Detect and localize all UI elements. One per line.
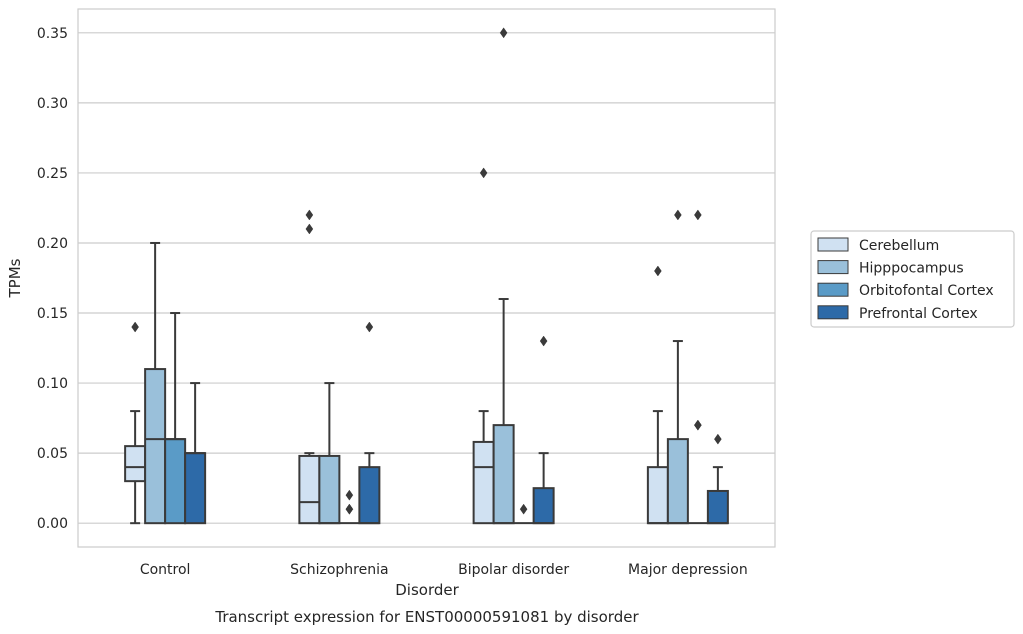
y-tick-label: 0.00	[37, 516, 68, 532]
outlier-point	[539, 335, 548, 347]
outlier-point	[479, 167, 488, 179]
y-tick-label: 0.35	[37, 26, 68, 42]
outlier-point	[694, 209, 702, 221]
y-tick-label: 0.15	[37, 306, 68, 322]
legend-label: Cerebellum	[859, 238, 939, 254]
box-hipppocampus	[318, 382, 341, 525]
box-body	[646, 466, 669, 525]
box-body	[298, 454, 321, 525]
chart-caption: Transcript expression for ENST0000059108…	[214, 608, 639, 626]
x-tick-labels: Control Schizophrenia Bipolar disorder Majo…	[140, 562, 748, 578]
box-body	[666, 438, 689, 525]
legend-frame	[810, 230, 1015, 328]
box-orbitofontal-cortex	[339, 489, 360, 525]
outlier-point	[345, 489, 354, 501]
legend-label: Hipppocampus	[859, 261, 964, 277]
x-tick-label: Bipolar disorder	[458, 562, 569, 578]
y-tick-label: 0.25	[37, 166, 68, 182]
legend-swatch	[817, 260, 849, 275]
box-orbitofontal-cortex	[687, 209, 708, 525]
legend-label: Prefrontal Cortex	[859, 306, 978, 322]
outlier-point	[305, 209, 314, 221]
legend-label: Orbitofontal Cortex	[859, 283, 994, 299]
legend-swatch	[817, 305, 849, 320]
box-cerebellum	[298, 209, 321, 525]
box-body	[184, 452, 207, 525]
legend: Cerebellum Hipppocampus Orbitofontal Corte…	[810, 230, 1015, 328]
box-body	[492, 424, 515, 525]
outlier-point	[519, 503, 528, 515]
y-tick-label: 0.20	[37, 236, 68, 252]
y-tick-label: 0.10	[37, 376, 68, 392]
y-tick-label: 0.30	[37, 96, 68, 112]
outlier-point	[694, 419, 702, 431]
box-groups	[124, 27, 729, 525]
x-tick-label: Schizophrenia	[290, 562, 388, 578]
x-tick-label: Control	[140, 562, 191, 578]
box-hipppocampus	[492, 27, 515, 525]
outlier-point	[714, 433, 722, 445]
category-group	[472, 27, 555, 525]
box-body	[164, 438, 187, 525]
box-hipppocampus	[666, 209, 689, 525]
outlier-point	[674, 209, 682, 221]
category-group	[124, 241, 207, 525]
outlier-point	[365, 321, 374, 333]
outlier-point	[305, 223, 314, 235]
box-body	[472, 440, 495, 525]
box-body	[144, 368, 167, 525]
y-tick-labels: 0.00 0.05 0.10 0.15 0.20 0.25 0.30 0.35	[37, 26, 68, 532]
plot-frame	[77, 8, 776, 548]
box-prefrontal-cortex	[358, 321, 381, 525]
box-body	[706, 489, 729, 525]
box-body	[318, 454, 341, 525]
y-tick-label: 0.05	[37, 446, 68, 462]
x-axis-title: Disorder	[395, 581, 459, 599]
y-axis-title: TPMs	[6, 258, 24, 298]
legend-swatch	[817, 237, 849, 252]
box-orbitofontal-cortex	[513, 503, 534, 525]
box-body	[124, 445, 147, 483]
x-tick-label: Major depression	[628, 562, 748, 578]
box-prefrontal-cortex	[532, 335, 555, 525]
box-cerebellum	[472, 167, 495, 525]
box-cerebellum	[124, 321, 147, 525]
box-prefrontal-cortex	[184, 382, 207, 525]
box-prefrontal-cortex	[706, 433, 729, 525]
box-orbitofontal-cortex	[164, 312, 187, 525]
legend-swatch	[817, 282, 849, 297]
category-group	[298, 209, 381, 525]
category-group	[646, 209, 729, 525]
outlier-point	[654, 265, 662, 277]
box-cerebellum	[646, 265, 669, 525]
box-hipppocampus	[144, 241, 167, 525]
outlier-point	[131, 321, 139, 333]
outlier-point	[345, 503, 354, 515]
box-body	[532, 487, 555, 525]
box-body	[358, 466, 381, 525]
outlier-point	[499, 27, 508, 39]
